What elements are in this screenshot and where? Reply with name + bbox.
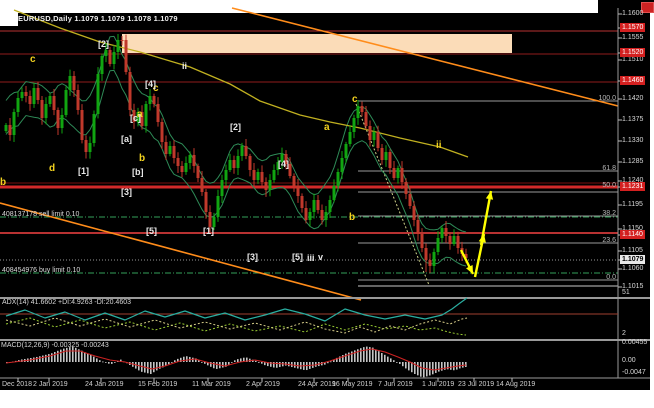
fib-level-label: 38.2 bbox=[602, 210, 616, 217]
wave-label: c bbox=[352, 94, 358, 105]
titlebar-right-background bbox=[598, 0, 654, 13]
adx-main-line bbox=[5, 297, 468, 322]
wave-label: ii bbox=[436, 140, 442, 151]
price-axis-label: 1.1600 bbox=[622, 10, 644, 17]
date-axis-label: 14 Aug 2019 bbox=[496, 381, 536, 388]
date-axis-label: 2 Apr 2019 bbox=[246, 381, 280, 388]
price-axis-label: 1.1195 bbox=[622, 201, 643, 208]
candlestick-series bbox=[4, 34, 468, 273]
macd-signal-line bbox=[5, 348, 467, 371]
price-alert-badge: 1.1460 bbox=[620, 76, 646, 85]
wave-label: [2] bbox=[230, 122, 241, 132]
wave-label: v bbox=[318, 252, 324, 262]
fib-level-label: 100.0 bbox=[598, 95, 616, 102]
date-axis-label: 23 Jul 2019 bbox=[458, 381, 495, 388]
date-axis-label: 7 Jun 2019 bbox=[378, 381, 413, 388]
moving-average-line bbox=[13, 9, 469, 158]
date-axis-label: 2 Jan 2019 bbox=[33, 381, 68, 388]
wave-label: [2] bbox=[98, 39, 109, 49]
wave-label: [b] bbox=[132, 167, 144, 177]
date-axis-label: Dec 2018 bbox=[2, 381, 32, 388]
wave-label: [4] bbox=[145, 79, 156, 89]
fib-level-label: 61.8 bbox=[602, 165, 616, 172]
wave-label: [3] bbox=[121, 187, 132, 197]
date-axis-label: 24 Apr 2019 bbox=[298, 381, 336, 388]
envelope-upper-band bbox=[5, 35, 467, 233]
date-axis-label: 24 Jan 2019 bbox=[85, 381, 124, 388]
price-alert-badge: 1.1231 bbox=[620, 182, 646, 191]
indicator-scale-label: -0.0047 bbox=[622, 369, 646, 376]
trendline bbox=[0, 202, 362, 301]
price-axis-label: 1.1105 bbox=[622, 247, 643, 254]
adx-indicator-label: ADX(14) 41.6602 +DI:4.9263 -DI:20.4603 bbox=[2, 299, 132, 306]
indicator-scale-label: 2 bbox=[622, 330, 626, 337]
wave-label: [a] bbox=[121, 134, 132, 144]
price-alert-badge: 1.1520 bbox=[620, 48, 646, 57]
price-axis-label: 1.1375 bbox=[622, 116, 644, 123]
wave-label: b bbox=[349, 212, 356, 223]
wave-label: ii bbox=[182, 61, 188, 71]
price-axis-label: 1.1330 bbox=[622, 137, 644, 144]
macd-indicator-label: MACD(12,26,9) -0.00325 -0.00243 bbox=[1, 342, 109, 349]
wave-label: d bbox=[49, 163, 56, 174]
wave-label: c bbox=[153, 83, 159, 94]
order-label: 408137178 sell limit 0.10 bbox=[2, 211, 80, 218]
titlebar-left-notch bbox=[0, 13, 18, 26]
date-axis-label: 15 Feb 2019 bbox=[138, 381, 178, 388]
wave-label: [1] bbox=[203, 226, 214, 236]
price-axis-label: 1.1420 bbox=[622, 95, 644, 102]
wave-label: b bbox=[0, 177, 7, 188]
wave-label: [c] bbox=[130, 113, 141, 123]
price-axis-label: 1.1510 bbox=[622, 56, 644, 63]
forecast-arrow bbox=[479, 190, 493, 246]
wave-label: [4] bbox=[278, 159, 289, 169]
wave-label: a bbox=[137, 109, 143, 120]
wave-label: [3] bbox=[247, 252, 258, 262]
price-alert-badge: 1.1570 bbox=[620, 23, 646, 32]
chart-title: EURUSD,Daily 1.1079 1.1079 1.1078 1.1079 bbox=[18, 14, 178, 23]
fib-level-label: 23.6 bbox=[602, 237, 616, 244]
price-alert-badge: 1.1140 bbox=[620, 230, 645, 239]
wave-label: iii bbox=[307, 253, 315, 263]
wave-label: b bbox=[139, 153, 146, 164]
price-axis-label: 1.1060 bbox=[622, 265, 644, 272]
wave-label: [1] bbox=[78, 166, 89, 176]
wave-label: [5] bbox=[292, 252, 303, 262]
wave-label: a bbox=[324, 122, 330, 133]
indicator-scale-label: 51 bbox=[622, 289, 630, 296]
dotted-trendline bbox=[355, 103, 430, 286]
price-axis-label: 1.1240 bbox=[622, 177, 644, 184]
price-axis-label: 1.1285 bbox=[622, 158, 644, 165]
current-price-badge: 1.1079 bbox=[620, 255, 646, 264]
order-label: 408454976 buy limit 0.10 bbox=[2, 267, 81, 274]
date-axis-label: 16 May 2019 bbox=[332, 381, 373, 388]
fib-level-label: 50.0 bbox=[602, 182, 616, 189]
fib-level-label: 0.0 bbox=[606, 274, 616, 281]
price-axis-label: 1.1015 bbox=[622, 283, 644, 290]
indicator-scale-label: 0.00455 bbox=[622, 339, 648, 346]
wave-label: [5] bbox=[146, 226, 157, 236]
forecast-arrowhead bbox=[485, 191, 494, 200]
price-axis-label: 1.1150 bbox=[622, 225, 643, 232]
supply-zone-rectangle bbox=[122, 34, 512, 53]
price-axis-label: 1.1555 bbox=[622, 34, 644, 41]
date-axis-label: 11 Mar 2019 bbox=[192, 381, 231, 388]
adx-plus-di-line bbox=[5, 317, 467, 336]
indicator-scale-label: 0.00 bbox=[622, 357, 636, 364]
date-axis-label: 1 Jul 2019 bbox=[422, 381, 455, 388]
forecast-arrowhead bbox=[466, 265, 473, 274]
macd-histogram bbox=[6, 346, 467, 378]
wave-label: c bbox=[30, 54, 36, 65]
trendline bbox=[231, 7, 619, 107]
